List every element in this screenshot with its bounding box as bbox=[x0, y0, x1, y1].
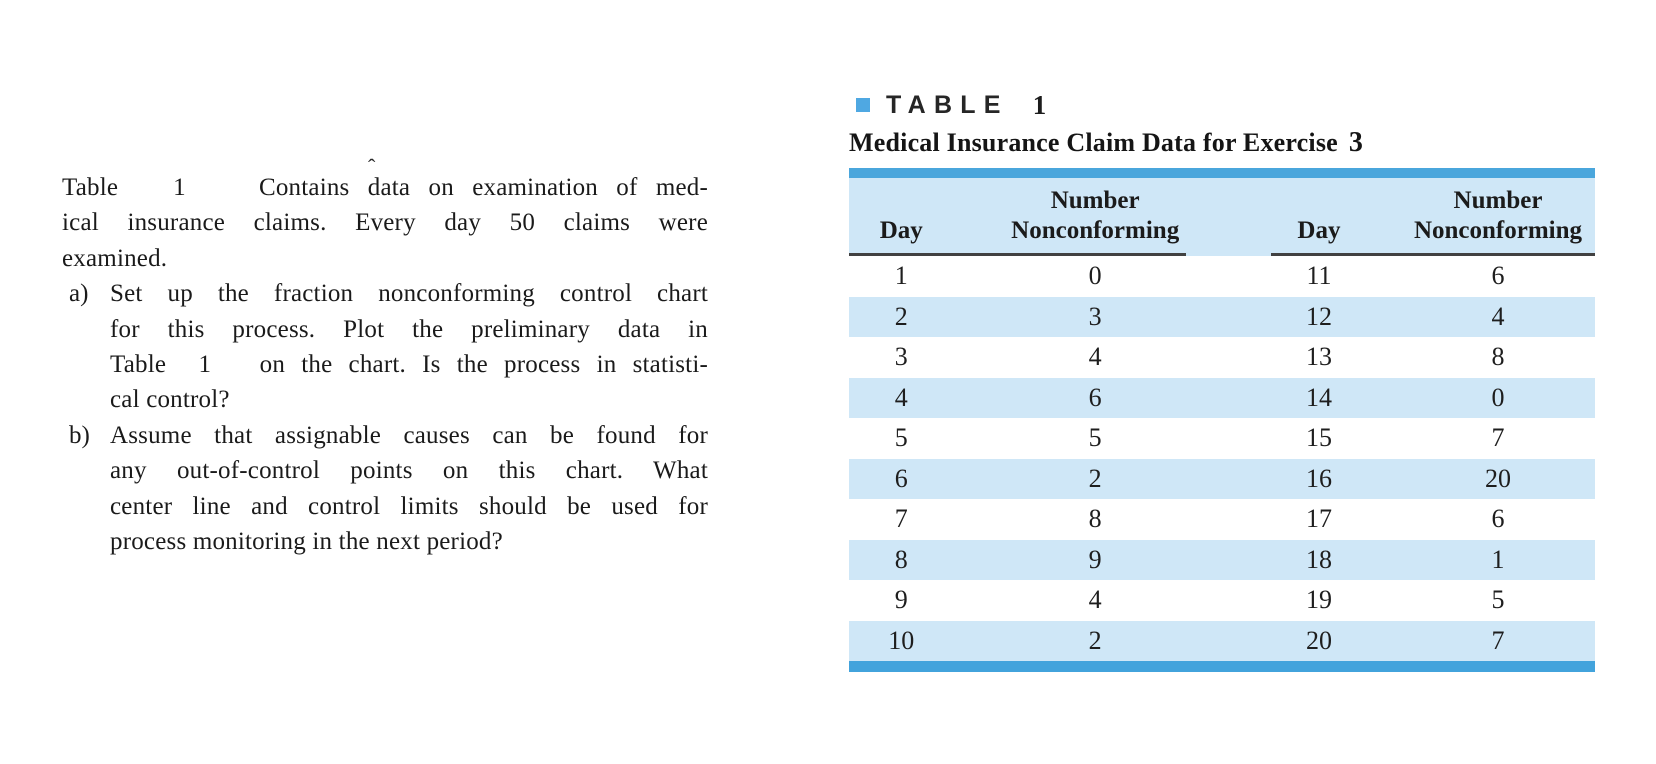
table-cell: 6 bbox=[1491, 261, 1505, 290]
table-cell: 20 bbox=[1305, 625, 1332, 655]
table-cell: 0 bbox=[1491, 382, 1505, 412]
table-caption-number: 1 bbox=[1032, 89, 1047, 120]
column-header-day-left: Day bbox=[849, 216, 953, 246]
column-header-day-right: Day bbox=[1237, 216, 1401, 246]
table-row: 4 6 14 0 bbox=[849, 377, 1595, 418]
table-cell: 20 bbox=[1484, 463, 1511, 493]
table-cell: 2 bbox=[1088, 625, 1102, 655]
column-header-label: Number bbox=[1453, 187, 1543, 214]
table-subtitle-text: Medical Insurance Claim Data for Exercis… bbox=[849, 128, 1338, 157]
table-cell: 0 bbox=[1088, 261, 1102, 290]
table-cell: 1 bbox=[894, 261, 908, 290]
problem-item: a) Set up the fraction nonconforming cont… bbox=[62, 276, 708, 418]
table-cell: 14 bbox=[1305, 382, 1332, 412]
table-cell: 6 bbox=[894, 463, 908, 493]
table-cell: 4 bbox=[894, 382, 908, 412]
text-line: Set up the fraction nonconforming contro… bbox=[110, 280, 708, 308]
table-cell: 11 bbox=[1306, 261, 1332, 290]
column-header-label: Day bbox=[879, 217, 923, 244]
table-cell: 9 bbox=[1088, 544, 1102, 574]
item-marker: b) bbox=[69, 421, 90, 449]
header-underline-right bbox=[1271, 253, 1595, 256]
table-cell: 8 bbox=[894, 544, 908, 574]
text-line: Table 1 on the chart. Is the process in … bbox=[110, 350, 708, 378]
table-row: 6 2 16 20 bbox=[849, 458, 1595, 499]
table-cell: 16 bbox=[1305, 463, 1332, 493]
table-cell: 5 bbox=[1491, 585, 1505, 614]
column-header-label: Nonconforming bbox=[1413, 217, 1583, 244]
table-body: 1 0 11 6 2 3 12 4 3 4 13 8 4 6 14 0 5 5 15 7 6 2 16 20 7 8 17 6 8 9 18… bbox=[849, 256, 1595, 661]
header-underline-left bbox=[849, 253, 1187, 256]
table-caption-label: TABLE bbox=[886, 90, 1009, 119]
table-row: 1 0 11 6 bbox=[849, 256, 1595, 297]
table-cell: 8 bbox=[1088, 504, 1102, 533]
table-header-row: Day Number Nonconforming Day Number Nonc… bbox=[849, 178, 1595, 256]
text-line: for this process. Plot the preliminary d… bbox=[110, 315, 708, 343]
column-header-label: Number bbox=[1050, 187, 1140, 214]
table-cell: 6 bbox=[1491, 504, 1505, 533]
table-cell: 2 bbox=[1088, 463, 1102, 493]
table-cell: 7 bbox=[1491, 423, 1505, 452]
item-lines: Set up the fraction nonconforming contro… bbox=[110, 276, 708, 418]
square-bullet-icon bbox=[856, 98, 870, 112]
table-row: 10 2 20 7 bbox=[849, 620, 1595, 661]
text-line: examined. bbox=[62, 244, 168, 272]
table-subtitle: Medical Insurance Claim Data for Exercis… bbox=[849, 127, 1595, 159]
caret-artifact: ˆ bbox=[368, 154, 376, 179]
table-cell: 5 bbox=[1088, 423, 1102, 452]
item-marker: a) bbox=[69, 280, 89, 308]
text-line: cal control? bbox=[110, 386, 230, 414]
table-cell: 3 bbox=[894, 342, 908, 371]
table-cell: 17 bbox=[1305, 504, 1332, 533]
table-caption: TABLE 1 bbox=[849, 90, 1595, 120]
column-header-nonconforming-right: Number Nonconforming bbox=[1401, 186, 1595, 246]
table-cell: 4 bbox=[1088, 342, 1102, 371]
problem-items: a) Set up the fraction nonconforming cont… bbox=[62, 276, 708, 559]
text-line: Table 1 Contains data on examination of … bbox=[62, 174, 708, 201]
table-cell: 7 bbox=[1491, 625, 1505, 655]
table-row: 7 8 17 6 bbox=[849, 499, 1595, 540]
problem-text: ˆ Table 1 Contains data on examination o… bbox=[62, 154, 708, 559]
problem-item: b) Assume that assignable causes can be f… bbox=[62, 418, 708, 560]
problem-intro: Table 1 Contains data on examination of … bbox=[62, 170, 708, 276]
table-cell: 8 bbox=[1491, 342, 1505, 371]
table-cell: 7 bbox=[894, 504, 908, 533]
table-top-bar bbox=[849, 168, 1595, 178]
item-lines: Assume that assignable causes can be fou… bbox=[110, 418, 708, 560]
table-subtitle-number: 3 bbox=[1348, 127, 1364, 158]
table-row: 3 4 13 8 bbox=[849, 337, 1595, 378]
column-header-nonconforming-left: Number Nonconforming bbox=[953, 186, 1236, 246]
column-header-label: Nonconforming bbox=[1011, 217, 1180, 244]
table-cell: 3 bbox=[1088, 301, 1102, 331]
table-row: 8 9 18 1 bbox=[849, 539, 1595, 580]
table-cell: 12 bbox=[1305, 301, 1332, 331]
table-cell: 15 bbox=[1305, 423, 1332, 452]
data-table: Day Number Nonconforming Day Number Nonc… bbox=[849, 168, 1595, 672]
column-header-label: Day bbox=[1297, 217, 1341, 244]
text-line: any out-of-control points on this chart.… bbox=[110, 457, 708, 485]
table-row: 2 3 12 4 bbox=[849, 296, 1595, 337]
table-bottom-bar bbox=[849, 661, 1595, 672]
table-cell: 4 bbox=[1088, 585, 1102, 614]
text-line: Assume that assignable causes can be fou… bbox=[110, 421, 708, 449]
table-cell: 9 bbox=[894, 585, 908, 614]
table-cell: 1 bbox=[1491, 544, 1505, 574]
text-line: ical insurance claims. Every day 50 clai… bbox=[62, 209, 708, 237]
table-row: 9 4 19 5 bbox=[849, 580, 1595, 621]
text-line: process monitoring in the next period? bbox=[110, 527, 503, 555]
table-cell: 4 bbox=[1491, 301, 1505, 331]
table-cell: 6 bbox=[1088, 382, 1102, 412]
table-block: TABLE 1 Medical Insurance Claim Data for… bbox=[849, 90, 1595, 672]
table-cell: 13 bbox=[1305, 342, 1332, 371]
table-cell: 18 bbox=[1305, 544, 1332, 574]
table-cell: 10 bbox=[888, 625, 915, 655]
table-cell: 19 bbox=[1305, 585, 1332, 614]
table-cell: 5 bbox=[894, 423, 908, 452]
table-cell: 2 bbox=[894, 301, 908, 331]
text-line: center line and control limits should be… bbox=[110, 492, 708, 520]
table-row: 5 5 15 7 bbox=[849, 418, 1595, 459]
